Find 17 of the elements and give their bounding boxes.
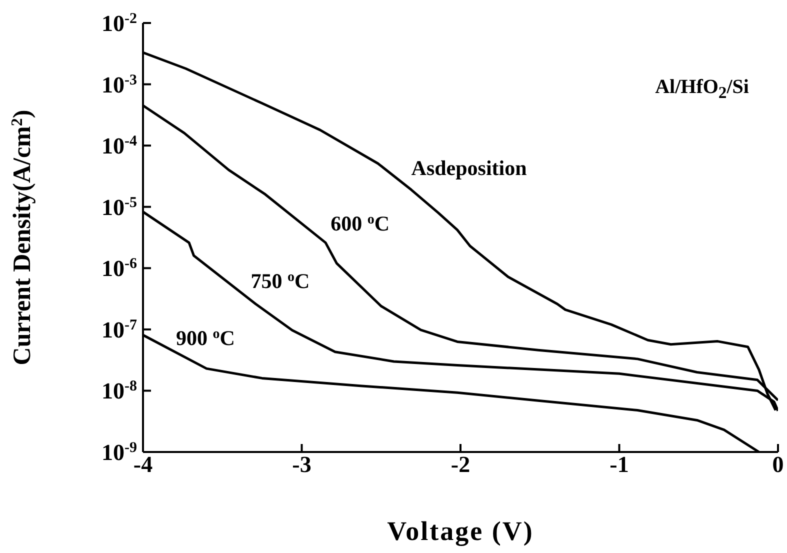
y-tick-label: 10$^{-3}$	[102, 72, 137, 98]
y-tick-label: 10$^{-7}$	[102, 317, 138, 342]
x-tick-label: -3	[292, 452, 312, 477]
x-axis-title: Voltage (V)	[387, 516, 534, 546]
series-label: 750 $^{o}$C	[250, 268, 310, 293]
series-label: 600 $^{o}$C	[330, 212, 390, 236]
annotation: Al/HfO$_{2}$/Si	[655, 76, 749, 103]
x-tick-label: 0	[772, 452, 784, 477]
series-label: Asdeposition	[411, 156, 528, 180]
y-tick-label: 10$^{-5}$	[102, 194, 137, 220]
x-tick-label: -1	[610, 452, 629, 477]
series-label: 900 $^{o}$C	[176, 326, 235, 350]
x-tick-label: -2	[450, 452, 470, 477]
y-tick-label: 10$^{-6}$	[102, 256, 138, 282]
y-tick-label: 10$^{-8}$	[102, 378, 137, 404]
y-tick-label: 10$^{-4}$	[102, 134, 138, 159]
y-tick-label: 10$^{-2}$	[102, 11, 137, 36]
